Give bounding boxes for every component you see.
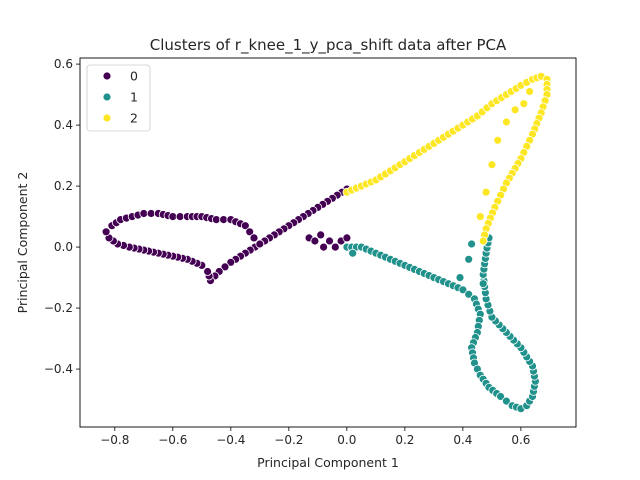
x-tick-label: −0.6 — [158, 433, 187, 447]
y-tick-label: −0.2 — [44, 301, 73, 315]
point-cluster-1 — [458, 285, 468, 295]
point-cluster-0 — [342, 233, 352, 243]
point-cluster-0 — [101, 227, 111, 237]
point-cluster-0 — [220, 262, 230, 272]
point-cluster-1 — [501, 396, 511, 406]
plot-frame — [79, 57, 577, 428]
point-cluster-0 — [255, 239, 265, 249]
point-cluster-0 — [203, 267, 213, 276]
legend-marker-1 — [102, 92, 112, 102]
point-cluster-2 — [487, 160, 497, 170]
point-cluster-2 — [501, 117, 511, 127]
legend-box — [86, 64, 151, 132]
point-cluster-2 — [478, 236, 488, 246]
point-cluster-1 — [464, 289, 474, 299]
point-cluster-2 — [493, 135, 503, 145]
point-cluster-1 — [467, 239, 477, 249]
x-tick-label: −0.2 — [274, 433, 303, 447]
point-cluster-0 — [325, 236, 334, 246]
legend-label-0: 0 — [130, 69, 138, 84]
point-cluster-0 — [168, 212, 178, 222]
point-cluster-0 — [310, 236, 320, 246]
x-tick-label: 0.0 — [337, 433, 356, 447]
point-cluster-2 — [525, 87, 534, 96]
point-cluster-2 — [481, 187, 491, 197]
point-cluster-0 — [249, 233, 259, 243]
x-axis: −0.8 −0.6 −0.4 −0.2 0.0 0.2 0.4 0.6 — [100, 427, 530, 447]
point-cluster-0 — [245, 227, 255, 237]
point-cluster-1 — [496, 392, 506, 401]
y-tick-label: 0.2 — [54, 179, 73, 193]
x-tick-label: 0.4 — [453, 433, 472, 447]
point-cluster-2 — [519, 99, 529, 109]
point-cluster-0 — [319, 242, 329, 252]
y-axis: −0.4 −0.2 0.0 0.2 0.4 0.6 — [44, 57, 80, 376]
legend-label-1: 1 — [130, 90, 138, 105]
point-cluster-0 — [316, 230, 326, 240]
x-tick-label: 0.2 — [395, 433, 414, 447]
y-tick-label: 0.4 — [54, 118, 73, 132]
point-cluster-0 — [330, 242, 340, 252]
point-cluster-1 — [455, 273, 465, 283]
point-cluster-2 — [510, 105, 520, 115]
x-tick-label: 0.6 — [511, 433, 530, 447]
point-cluster-0 — [226, 257, 236, 267]
y-tick-label: −0.4 — [44, 362, 73, 376]
legend-marker-2 — [102, 113, 112, 123]
point-cluster-1 — [478, 279, 488, 289]
x-axis-label: Principal Component 1 — [257, 455, 399, 470]
legend-label-2: 2 — [130, 111, 138, 126]
legend-marker-0 — [102, 71, 112, 81]
data-points — [101, 71, 552, 414]
chart-title: Clusters of r_knee_1_y_pca_shift data af… — [150, 36, 507, 55]
y-tick-label: 0.6 — [54, 57, 73, 71]
legend: 0 1 2 — [86, 64, 151, 132]
x-tick-label: −0.4 — [216, 433, 245, 447]
point-cluster-0 — [240, 221, 250, 231]
point-cluster-0 — [139, 209, 149, 218]
y-tick-label: 0.0 — [54, 240, 73, 254]
point-cluster-0 — [211, 215, 221, 225]
point-cluster-2 — [475, 212, 485, 222]
y-axis-label: Principal Component 2 — [15, 172, 30, 314]
point-cluster-1 — [348, 248, 358, 258]
point-cluster-1 — [464, 254, 474, 264]
x-tick-label: −0.8 — [100, 433, 129, 447]
